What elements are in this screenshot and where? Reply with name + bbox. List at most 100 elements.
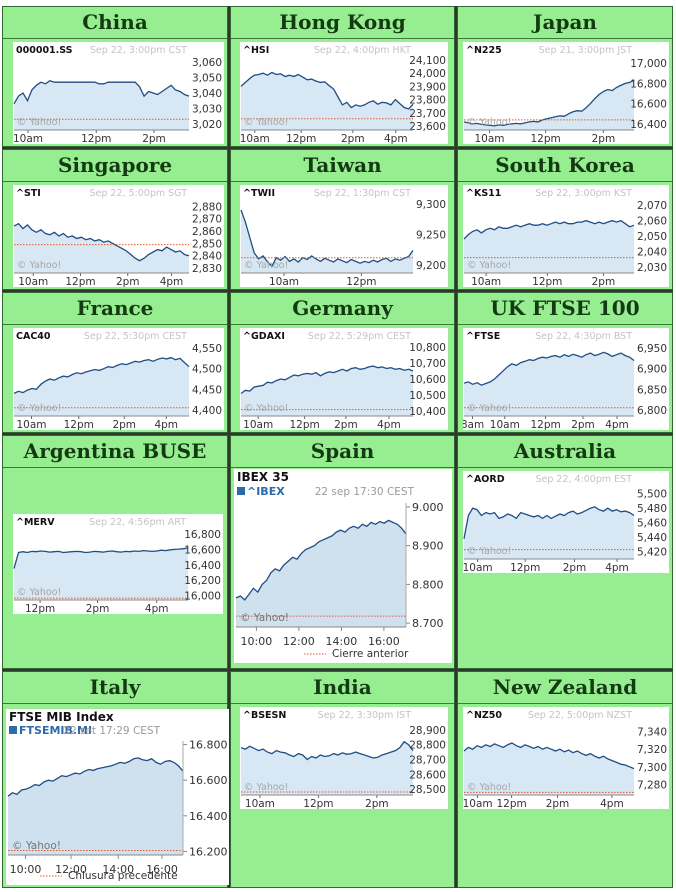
chart-symbol: CAC40	[16, 331, 51, 342]
yahoo-watermark: © Yahoo!	[244, 117, 288, 128]
market-chart[interactable]: ^N225 Sep 21, 3:00pm JST 16,400 16,600 16,80…	[463, 42, 669, 144]
market-cell-japan: Japan ^N225 Sep 21, 3:00pm JST 16,400 16,600…	[457, 6, 673, 147]
market-chart[interactable]: ^MERV Sep 22, 4:56pm ART 16,000 16,200 16,40…	[13, 514, 223, 614]
y-tick-label: 16.800	[189, 739, 228, 752]
yahoo-watermark: © Yahoo!	[17, 587, 61, 598]
x-tick-label: 10:00	[10, 863, 42, 876]
market-title[interactable]: New Zealand	[492, 675, 638, 699]
market-title[interactable]: Japan	[533, 10, 597, 34]
chart-area	[241, 210, 413, 273]
market-title[interactable]: Germany	[292, 296, 393, 320]
market-chart[interactable]: ^STI Sep 22, 5:00pm SGT 2,830 2,840 2,850 2,8…	[13, 185, 224, 287]
chart-date: 22 set 17:29 CEST	[63, 725, 160, 737]
market-chart[interactable]: ^NZ50 Sep 22, 5:00pm NZST 7,280 7,300 7,320 7…	[463, 707, 669, 809]
y-tick-label: 3,020	[192, 119, 222, 131]
y-tick-label: 9.000	[412, 501, 444, 514]
title-divider	[458, 181, 672, 182]
market-chart[interactable]: CAC40 Sep 22, 5:30pm CEST 4,400 4,450 4,500 4…	[13, 328, 224, 430]
market-title[interactable]: UK FTSE 100	[490, 296, 640, 320]
title-divider	[231, 38, 454, 39]
y-tick-label: 16,600	[630, 99, 667, 111]
market-cell-southkorea: South Korea ^KS11 Sep 22, 3:00pm KST 2,030 2…	[457, 149, 673, 290]
market-chart[interactable]: 000001.SS Sep 22, 3:00pm CST 3,020 3,030 3,0…	[13, 42, 224, 144]
market-cell-uk: UK FTSE 100 ^FTSE Sep 22, 4:30pm BST 6,800 6…	[457, 292, 673, 433]
y-tick-label: 10,500	[409, 390, 446, 402]
y-tick-label: 3,050	[192, 73, 222, 85]
y-tick-label: 4,450	[192, 384, 222, 396]
chart-date: Sep 22, 5:29pm CEST	[308, 331, 411, 342]
market-cell-china: China 000001.SS Sep 22, 3:00pm CST 3,020 3,0…	[2, 6, 228, 147]
market-title[interactable]: China	[82, 10, 148, 34]
x-tick-label: 2pm	[334, 419, 358, 430]
chart-svg: ^FTSE Sep 22, 4:30pm BST 6,800 6,850 6,900 6,…	[463, 331, 667, 430]
yahoo-watermark: © Yahoo!	[17, 260, 61, 271]
market-title[interactable]: Singapore	[57, 153, 173, 177]
y-tick-label: 23,600	[409, 121, 446, 133]
market-chart[interactable]: ^GDAXI Sep 22, 5:29pm CEST 10,400 10,500 10,…	[240, 328, 448, 430]
chart-date: Sep 22, 4:00pm EST	[535, 474, 632, 485]
market-title[interactable]: India	[313, 675, 372, 699]
market-title[interactable]: Spain	[310, 439, 375, 463]
y-tick-label: 17,000	[630, 58, 667, 70]
chart-symbol: ^KS11	[466, 188, 501, 199]
market-chart[interactable]: ^KS11 Sep 22, 3:00pm KST 2,030 2,040 2,050 2,…	[463, 185, 669, 287]
chart-date: Sep 22, 3:00pm KST	[535, 188, 632, 199]
x-tick-label: 12pm	[530, 419, 560, 430]
chart-date: Sep 22, 4:30pm BST	[535, 331, 632, 342]
market-chart[interactable]: ^HSI Sep 22, 4:00pm HKT 23,600 23,700 23,800…	[240, 42, 448, 144]
x-tick-label: 10am	[463, 798, 493, 809]
chart-symbol: ^N225	[466, 45, 502, 56]
y-tick-label: 16.600	[189, 774, 228, 787]
market-title[interactable]: Australia	[513, 439, 617, 463]
y-tick-label: 7,300	[637, 762, 667, 774]
legend-label: Chiusura precedente	[68, 870, 178, 882]
yahoo-watermark: © Yahoo!	[467, 117, 511, 128]
y-tick-label: 4,550	[192, 343, 222, 355]
title-divider	[458, 467, 672, 468]
y-tick-label: 7,280	[637, 779, 667, 791]
chart-date: 22 sep 17:30 CEST	[315, 486, 415, 498]
market-title[interactable]: Hong Kong	[279, 10, 406, 34]
y-tick-label: 16,800	[184, 529, 221, 541]
chart-svg: ^HSI Sep 22, 4:00pm HKT 23,60023,70023,800…	[240, 45, 446, 144]
chart-svg: ^STI Sep 22, 5:00pm SGT2,8302,8402,8502,8…	[13, 188, 222, 287]
title-divider	[3, 703, 227, 704]
x-tick-label: 12pm	[530, 133, 560, 144]
market-title[interactable]: Argentina BUSE	[23, 439, 207, 463]
market-title[interactable]: South Korea	[495, 153, 635, 177]
market-title[interactable]: Taiwan	[303, 153, 382, 177]
x-tick-label: 10am	[13, 133, 43, 144]
y-tick-label: 28,900	[409, 725, 446, 737]
yahoo-watermark: © Yahoo!	[17, 403, 61, 414]
y-tick-label: 10,400	[409, 406, 446, 418]
chart-date: Sep 22, 5:30pm CEST	[84, 331, 187, 342]
title-divider	[3, 181, 227, 182]
price-line	[463, 79, 635, 127]
market-chart[interactable]: FTSE MIB Index FTSEMIB.MI 22 set 17:29 CES…	[6, 709, 229, 885]
market-chart[interactable]: ^BSESN Sep 22, 3:30pm IST 28,500 28,600 28,7…	[240, 707, 448, 809]
y-tick-label: 6,800	[637, 405, 667, 417]
market-chart[interactable]: ^AORD Sep 22, 4:00pm EST 5,420 5,440 5,460 5,…	[463, 471, 669, 573]
y-tick-label: 2,060	[637, 216, 667, 228]
x-tick-label: 2pm	[112, 419, 136, 430]
market-chart[interactable]: IBEX 35 ^IBEX 22 sep 17:30 CEST 8.700 8.800 8…	[234, 469, 452, 663]
market-title[interactable]: Italy	[89, 675, 141, 699]
chart-svg: ^AORD Sep 22, 4:00pm EST 5,420 5,440 5,460 5,…	[463, 474, 667, 573]
y-tick-label: 6,950	[637, 343, 667, 355]
title-divider	[3, 324, 227, 325]
title-divider	[231, 181, 454, 182]
market-chart[interactable]: ^TWII Sep 22, 1:30pm CST 9,200 9,250 9,300 10…	[240, 185, 448, 287]
y-tick-label: 3,030	[192, 103, 222, 115]
y-tick-label: 9,200	[416, 260, 446, 272]
x-tick-label: 10am	[16, 419, 46, 430]
y-tick-label: 2,880	[192, 201, 222, 213]
market-title[interactable]: France	[76, 296, 154, 320]
x-tick-label: 16:00	[368, 635, 400, 648]
chart-symbol: ^NZ50	[466, 710, 502, 721]
market-chart[interactable]: ^FTSE Sep 22, 4:30pm BST 6,800 6,850 6,900 6,…	[463, 328, 669, 430]
y-tick-label: 3,060	[192, 57, 222, 69]
chart-svg: CAC40 Sep 22, 5:30pm CEST 4,400 4,450 4,500 4…	[13, 331, 222, 430]
price-line	[463, 742, 635, 770]
chart-area	[14, 223, 189, 273]
y-tick-label: 2,870	[192, 214, 222, 226]
